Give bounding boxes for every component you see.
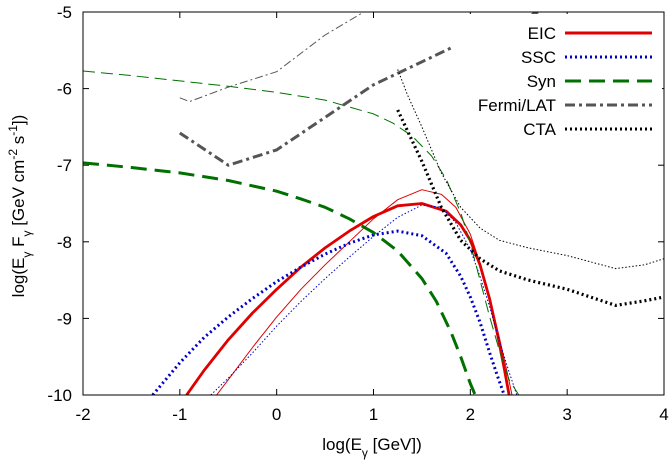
y-axis-f-sub: γ bbox=[20, 231, 34, 237]
y-tick-label: -6 bbox=[57, 80, 72, 99]
x-tick-label: -1 bbox=[172, 405, 187, 424]
x-axis-gamma-sub: γ bbox=[362, 446, 368, 460]
series-ssc-thin bbox=[210, 204, 518, 395]
series-syn-thick bbox=[83, 161, 477, 395]
x-tick-label: 1 bbox=[369, 405, 378, 424]
y-axis-s-exp: -1 bbox=[6, 125, 20, 136]
legend: EIC SSC Syn Fermi/LAT CTA bbox=[452, 14, 662, 139]
x-axis-title: log(Eγ [GeV]) bbox=[322, 435, 422, 460]
series-ssc-thick bbox=[151, 229, 506, 395]
legend-label-fermi-lat: Fermi/LAT bbox=[478, 96, 556, 115]
y-tick-label: -7 bbox=[57, 156, 72, 175]
y-axis-cm-exp: -2 bbox=[6, 149, 20, 160]
x-tick-label: 2 bbox=[466, 405, 475, 424]
x-tick-label: -2 bbox=[75, 405, 90, 424]
y-tick-label: -9 bbox=[57, 309, 72, 328]
x-tick-label: 3 bbox=[562, 405, 571, 424]
y-tick-label: -5 bbox=[57, 3, 72, 22]
series-cta-thin bbox=[397, 69, 664, 270]
series-syn-thin bbox=[83, 70, 520, 395]
y-axis-title: log(Eγ Fγ [GeV cm-2 s-1]) bbox=[6, 115, 34, 298]
series-eic-thin bbox=[216, 189, 513, 395]
legend-label-eic: EIC bbox=[528, 24, 556, 43]
legend-label-ssc: SSC bbox=[521, 48, 556, 67]
y-tick-label: -8 bbox=[57, 233, 72, 252]
x-tick-label: 0 bbox=[272, 405, 281, 424]
legend-label-cta: CTA bbox=[523, 120, 556, 139]
series-fermi-lat-thin bbox=[179, 12, 365, 103]
y-tick-label: -10 bbox=[47, 386, 72, 405]
series-cta-thick bbox=[396, 109, 664, 307]
legend-label-syn: Syn bbox=[527, 72, 556, 91]
x-tick-label: 4 bbox=[659, 405, 668, 424]
y-axis-e-sub: γ bbox=[20, 252, 34, 258]
